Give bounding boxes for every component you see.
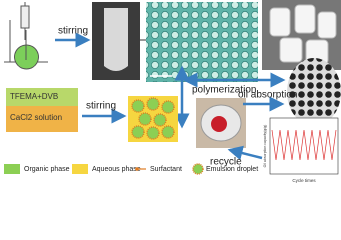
legend-swatch: [72, 164, 88, 174]
step-label: stirring: [86, 101, 116, 112]
step-label: stirring: [58, 26, 88, 37]
micrograph: [146, 2, 258, 82]
arrow: [227, 145, 263, 161]
legend-label: Organic phase: [24, 166, 70, 173]
legend-swatch: [4, 164, 20, 174]
step-label: polymerization: [192, 85, 256, 96]
legend-droplet: [192, 163, 204, 175]
vial: [104, 8, 128, 71]
aqueous-layer: [6, 106, 78, 132]
cylinders: [269, 4, 337, 65]
legend-label: Surfactant: [150, 166, 182, 173]
legend-label: Aqueous phase: [92, 166, 141, 173]
step-label: recycle: [210, 157, 242, 168]
surfactant-symbol: [135, 167, 146, 171]
y-axis-label: Oil absorption capacity(g/g): [263, 125, 267, 168]
phase-label: CaCl2 solution: [10, 113, 62, 122]
foam-sem: [287, 58, 341, 126]
droplets: [131, 97, 175, 140]
phase-label: TFEMA+DVB: [10, 92, 58, 101]
oil: [211, 116, 227, 132]
graphical-abstract: stirring polymerization TFEMA+DVB CaCl2 …: [4, 0, 341, 183]
legend-label: Emulsion droplet: [206, 166, 258, 173]
step-label: oil absorption: [238, 90, 297, 101]
x-axis-label: Cycle times: [292, 178, 316, 183]
apparatus: [4, 2, 48, 70]
cycle-curve: [271, 129, 337, 161]
organic-layer: [6, 88, 78, 106]
plot-frame: [269, 117, 339, 175]
